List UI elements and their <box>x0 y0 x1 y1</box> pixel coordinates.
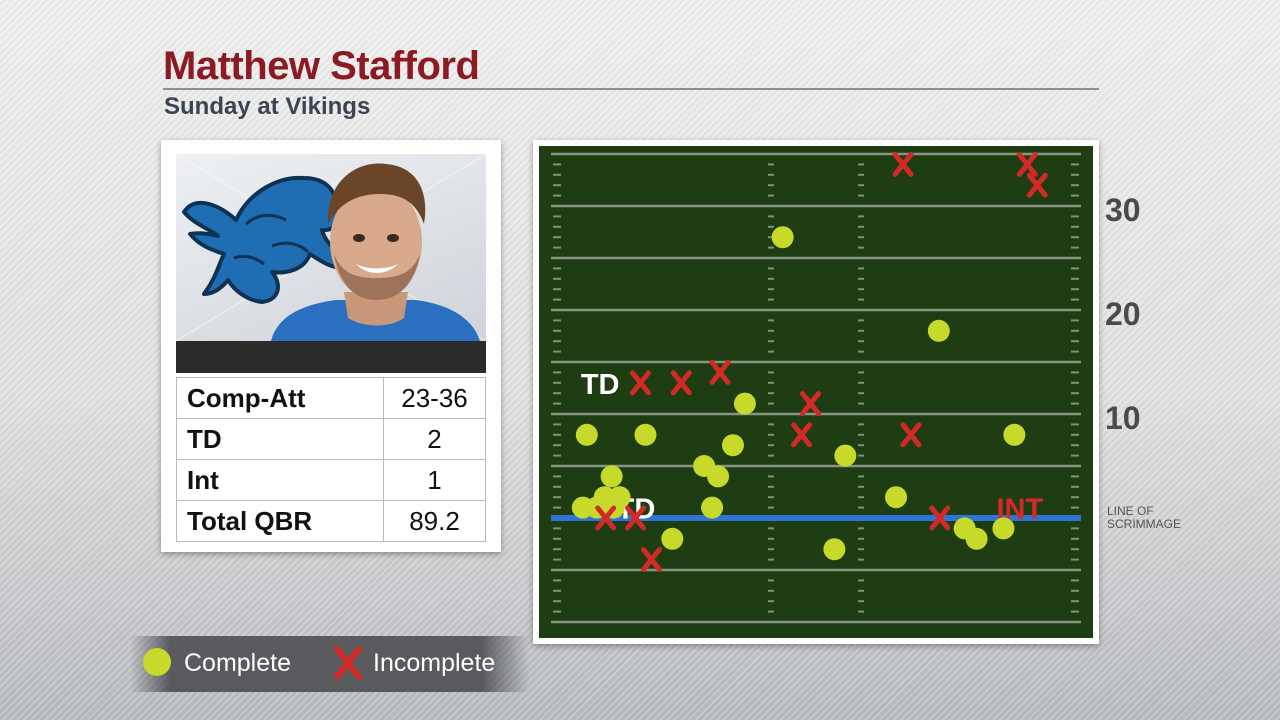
legend-complete-dot-icon <box>143 648 171 676</box>
incomplete-pass-x-icon <box>629 370 651 396</box>
complete-pass-point <box>823 538 846 561</box>
stats-table: Comp-Att 23-36 TD 2 Int 1 Total QBR 89.2 <box>176 377 486 542</box>
complete-pass-point <box>721 434 744 457</box>
incomplete-pass-x-icon <box>892 151 914 177</box>
complete-pass-point <box>733 392 756 415</box>
yard-tick-label-30: 30 <box>1105 192 1141 228</box>
stat-value: 89.2 <box>383 500 486 542</box>
incomplete-pass-x-icon <box>670 370 692 396</box>
page-subtitle: Sunday at Vikings <box>164 93 371 120</box>
stat-value: 23-36 <box>383 377 486 419</box>
complete-pass-point <box>927 319 950 342</box>
complete-pass-point <box>965 527 988 550</box>
line-of-scrimmage-label: LINE OF SCRIMMAGE <box>1107 504 1182 531</box>
legend-complete-label: Complete <box>184 649 291 677</box>
complete-pass-point <box>707 465 730 488</box>
incomplete-pass-x-icon <box>709 359 731 385</box>
incomplete-pass-x-icon <box>1016 151 1038 177</box>
table-row: TD 2 <box>176 418 486 460</box>
complete-pass-point <box>634 423 657 446</box>
player-card: Comp-Att 23-36 TD 2 Int 1 Total QBR 89.2 <box>161 140 501 552</box>
player-name-bar <box>176 341 486 373</box>
player-photo <box>176 154 486 341</box>
stat-label: Int <box>176 459 384 501</box>
lion-logo-icon <box>182 175 354 304</box>
stat-label: Comp-Att <box>176 377 384 419</box>
stat-value: 2 <box>383 418 486 460</box>
yard-tick-label-10: 10 <box>1105 400 1141 436</box>
table-row: Comp-Att 23-36 <box>176 377 486 419</box>
legend-incomplete-label: Incomplete <box>373 649 496 677</box>
incomplete-pass-x-icon <box>595 505 617 531</box>
stat-label: Total QBR <box>176 500 384 542</box>
page-title: Matthew Stafford <box>163 44 480 88</box>
pass-chart-frame: TD TD INT <box>533 140 1099 644</box>
player-portrait <box>271 163 480 341</box>
stat-label: TD <box>176 418 384 460</box>
complete-pass-point <box>571 496 594 519</box>
complete-pass-point <box>600 465 623 488</box>
title-divider <box>163 88 1099 90</box>
complete-pass-point <box>885 486 908 509</box>
yard-tick-label-20: 20 <box>1105 296 1141 332</box>
complete-pass-point <box>771 226 794 249</box>
incomplete-pass-x-icon <box>800 391 822 417</box>
incomplete-pass-x-icon <box>791 422 813 448</box>
stat-value: 1 <box>383 459 486 501</box>
incomplete-pass-x-icon <box>900 422 922 448</box>
complete-pass-point <box>834 444 857 467</box>
complete-pass-point <box>1003 423 1026 446</box>
player-photo-art <box>176 154 486 341</box>
incomplete-pass-x-icon <box>1026 172 1048 198</box>
table-row: Total QBR 89.2 <box>176 500 486 542</box>
legend-incomplete-x-icon <box>334 646 362 680</box>
incomplete-pass-x-icon <box>625 505 647 531</box>
complete-pass-point <box>661 527 684 550</box>
complete-pass-point <box>701 496 724 519</box>
table-row: Int 1 <box>176 459 486 501</box>
field-turf <box>539 146 1093 638</box>
incomplete-pass-x-icon <box>929 505 951 531</box>
play-annotation-td: TD <box>581 369 620 401</box>
complete-pass-point <box>575 423 598 446</box>
legend <box>130 636 530 692</box>
complete-pass-point <box>992 517 1015 540</box>
incomplete-pass-x-icon <box>640 547 662 573</box>
